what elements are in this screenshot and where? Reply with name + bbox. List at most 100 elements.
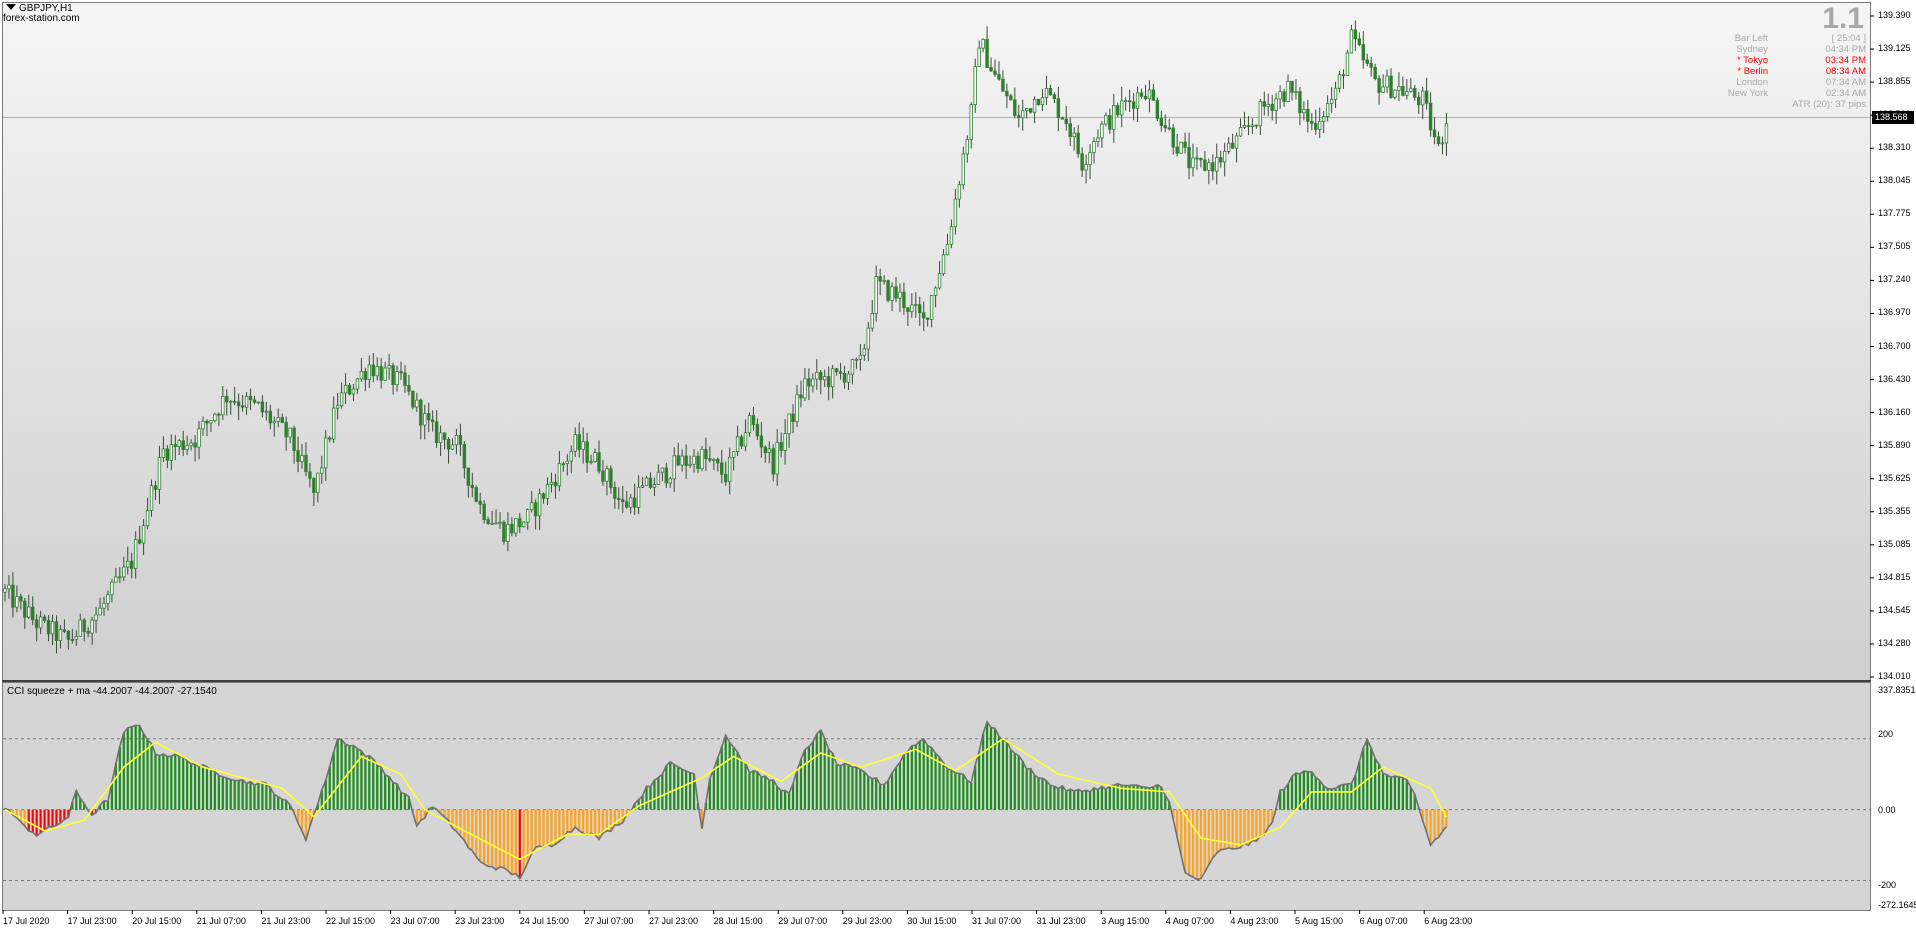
- candle-body: [454, 434, 459, 446]
- candle-body: [367, 364, 372, 381]
- candle-body: [660, 467, 665, 473]
- candle-body: [613, 487, 617, 499]
- candle-body: [577, 434, 581, 450]
- candle-body: [312, 478, 316, 494]
- candle-body: [185, 445, 189, 451]
- candle-body: [1440, 142, 1445, 145]
- candle-body: [585, 441, 589, 463]
- candle-body: [767, 448, 771, 454]
- candle-body: [1024, 108, 1029, 112]
- time-tick-label: 27 Jul 23:00: [649, 916, 699, 926]
- candle-body: [1139, 92, 1144, 97]
- candle-body: [949, 226, 954, 245]
- candle-body: [735, 436, 740, 453]
- candle-body: [1171, 127, 1175, 148]
- candle-body: [276, 417, 280, 422]
- price-tick-label: 138.310: [1878, 142, 1911, 153]
- candle-body: [446, 439, 451, 450]
- time-tick-label: 6 Aug 23:00: [1424, 916, 1473, 926]
- candle-body: [173, 444, 177, 447]
- candle-body: [90, 619, 94, 634]
- symbol-title[interactable]: GBPJPY,H1: [6, 3, 73, 14]
- candle-body: [628, 497, 633, 508]
- candle-body: [42, 616, 47, 621]
- candle-body: [1345, 52, 1350, 77]
- candle-body: [1040, 97, 1045, 106]
- candle-body: [383, 367, 387, 381]
- candle-body: [161, 448, 166, 458]
- candle-body: [189, 442, 193, 447]
- candle-body: [902, 291, 906, 309]
- dropdown-triangle-icon[interactable]: [6, 4, 16, 10]
- candle-body: [201, 420, 205, 430]
- candle-body: [783, 433, 787, 451]
- candle-body: [391, 365, 395, 386]
- candle-body: [914, 304, 918, 306]
- candle-body: [700, 449, 704, 469]
- candle-body: [1234, 135, 1239, 149]
- candle-body: [518, 518, 522, 528]
- candle-body: [27, 606, 31, 618]
- candle-body: [430, 419, 435, 423]
- candle-body: [1432, 129, 1437, 138]
- time-tick-label: 6 Aug 07:00: [1359, 916, 1408, 926]
- candle-body: [442, 432, 447, 440]
- candle-body: [1417, 96, 1421, 106]
- candle-body: [252, 399, 257, 403]
- candle-body: [945, 243, 950, 256]
- candle-body: [1167, 127, 1171, 130]
- candle-body: [1143, 95, 1148, 100]
- candle-body: [632, 497, 637, 508]
- time-tick-label: 20 Jul 15:00: [132, 916, 182, 926]
- info-row-value: 03:34 PM: [1825, 55, 1866, 66]
- candle-body: [118, 576, 122, 579]
- price-tick-label: 138.045: [1878, 175, 1911, 186]
- time-tick-label: 23 Jul 23:00: [455, 916, 505, 926]
- cci-ma-line: [4, 737, 1448, 861]
- candle-body: [997, 73, 1001, 80]
- time-tick-label: 3 Aug 15:00: [1101, 916, 1150, 926]
- indicator-title: CCI squeeze + ma -44.2007 -44.2007 -27.1…: [7, 686, 217, 697]
- candle-body: [371, 364, 375, 377]
- candle-body: [652, 484, 657, 488]
- candle-body: [244, 395, 249, 408]
- candle-body: [680, 455, 684, 466]
- candle-body: [169, 444, 174, 461]
- candle-body: [644, 477, 649, 486]
- candle-body: [284, 422, 288, 438]
- price-tick-label: 135.085: [1878, 538, 1911, 549]
- candle-body: [427, 413, 431, 421]
- candle-body: [522, 521, 526, 528]
- candle-body: [581, 441, 585, 450]
- candle-body: [288, 427, 292, 438]
- time-tick-label: 17 Jul 2020: [3, 916, 50, 926]
- candle-body: [1413, 87, 1417, 98]
- candle-body: [830, 368, 835, 388]
- candle-body: [656, 471, 661, 485]
- candle-body: [882, 280, 886, 283]
- candle-body: [165, 448, 170, 461]
- candle-body: [545, 484, 550, 499]
- candle-body: [1401, 86, 1405, 96]
- candle-body: [308, 471, 312, 479]
- candle-body: [1337, 74, 1342, 89]
- candle-body: [78, 619, 82, 637]
- candle-body: [264, 410, 269, 413]
- candle-body: [1135, 92, 1140, 109]
- candle-body: [1183, 141, 1187, 148]
- candle-body: [403, 372, 407, 386]
- candle-body: [1286, 80, 1290, 102]
- candle-body: [213, 413, 217, 421]
- candle-body: [19, 596, 23, 602]
- candle-body: [1112, 105, 1116, 130]
- candle-body: [1325, 103, 1330, 117]
- candle-body: [1369, 63, 1373, 68]
- candle-body: [217, 413, 221, 416]
- time-tick-label: 27 Jul 07:00: [584, 916, 634, 926]
- candle-body: [15, 596, 19, 608]
- candle-body: [1393, 89, 1397, 98]
- candle-body: [86, 631, 90, 634]
- candle-body: [157, 457, 162, 490]
- candle-body: [1329, 98, 1334, 105]
- candle-body: [399, 371, 403, 374]
